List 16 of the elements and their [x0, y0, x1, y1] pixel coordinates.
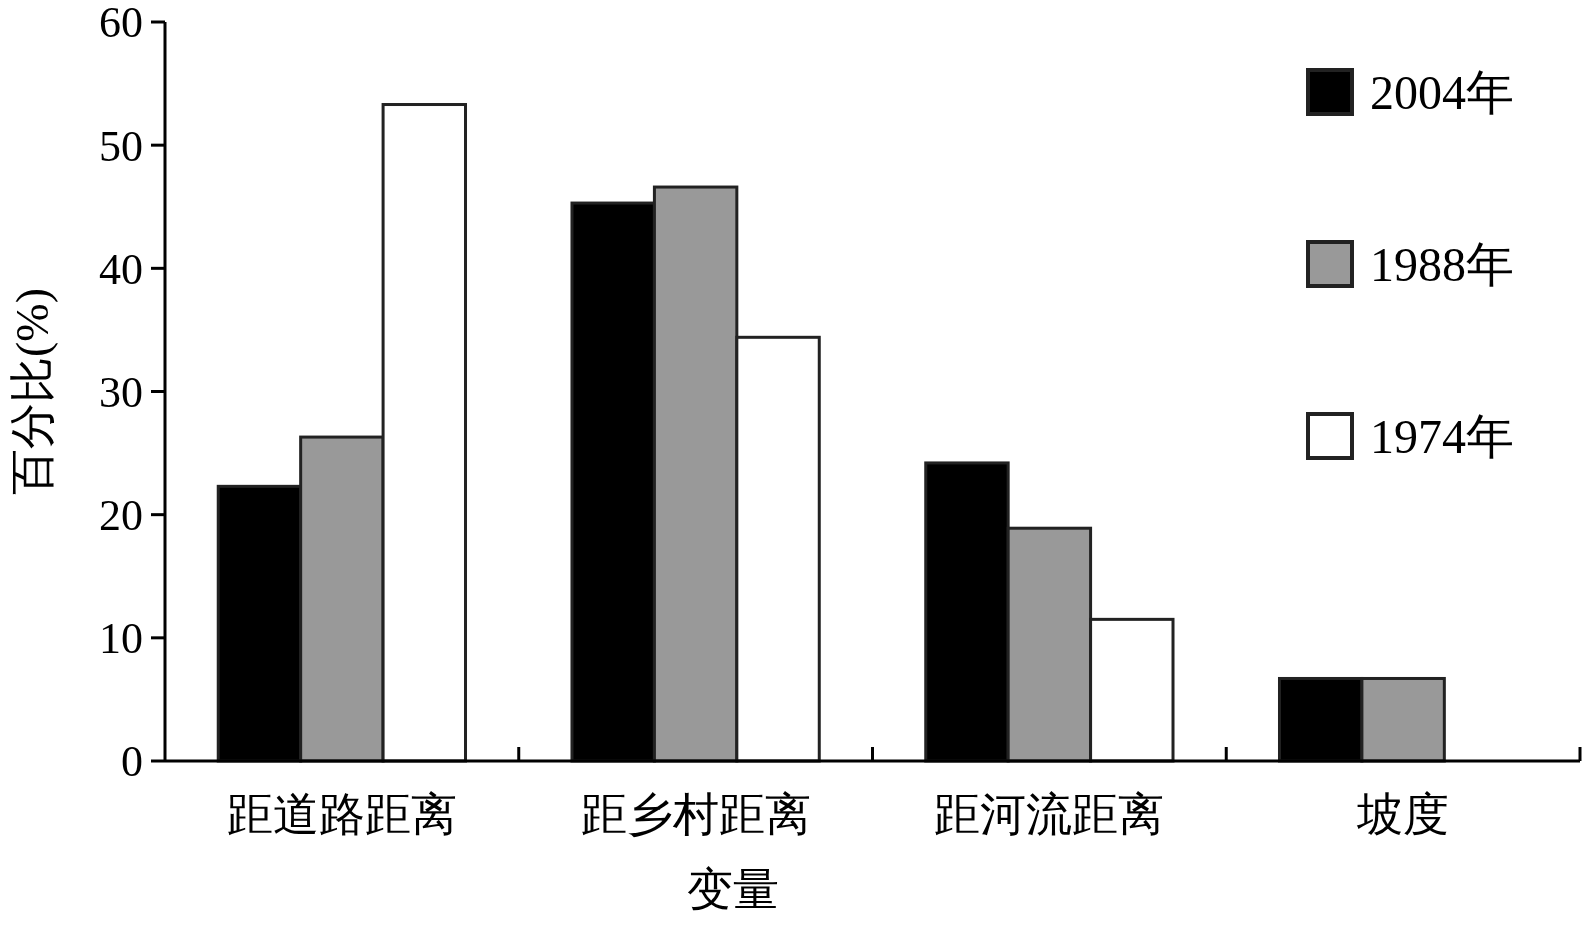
legend-label: 1974年	[1370, 409, 1514, 463]
y-tick-label: 0	[121, 737, 143, 787]
legend-label: 1988年	[1370, 237, 1514, 291]
x-tick-label: 距道路距离	[226, 789, 457, 840]
x-tick-label: 坡度	[1356, 789, 1450, 840]
y-tick-label: 60	[99, 0, 143, 48]
y-tick-label: 20	[99, 491, 143, 541]
legend-label: 2004年	[1370, 65, 1514, 119]
x-tick-label: 距乡村距离	[580, 789, 811, 840]
x-axis-title: 变量	[686, 864, 779, 915]
x-tick-label: 距河流距离	[934, 789, 1165, 840]
y-axis-title: 百分比(%)	[7, 288, 58, 495]
y-tick-label: 30	[99, 367, 143, 417]
y-tick-label: 50	[99, 121, 143, 171]
y-tick-label: 10	[99, 614, 143, 664]
y-tick-label: 40	[99, 244, 143, 294]
